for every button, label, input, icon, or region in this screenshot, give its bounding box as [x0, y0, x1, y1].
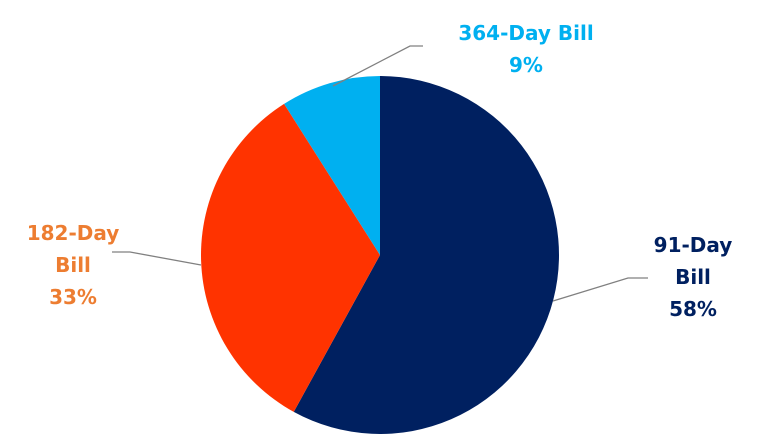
pie-slice-364-day-bill	[284, 76, 380, 255]
data-label-91-day-bill: 91-Day Bill 58%	[654, 233, 733, 321]
leader-line-182-day-bill	[112, 251, 202, 266]
label-percent: 9%	[509, 53, 543, 77]
data-label-182-day-bill: 182-Day Bill 33%	[27, 221, 120, 309]
leader-line-91-day-bill	[552, 277, 648, 302]
data-label-364-day-bill: 364-Day Bill 9%	[458, 21, 593, 77]
pie-slice-182-day-bill	[201, 103, 380, 412]
label-category-line: Bill	[55, 253, 91, 277]
label-percent: 58%	[669, 297, 717, 321]
leader-line-364-day-bill	[332, 45, 423, 87]
label-category-line: 182-Day	[27, 221, 120, 245]
label-category-line: 364-Day Bill	[458, 21, 593, 45]
label-percent: 33%	[49, 285, 97, 309]
label-category-line: 91-Day	[654, 233, 733, 257]
label-category-line: Bill	[675, 265, 711, 289]
labels-layer: 91-Day Bill 58% 182-Day Bill 33% 364-Day Bill 9…	[27, 21, 733, 321]
pie-slice-91-day-bill	[293, 76, 560, 435]
slices-layer	[201, 76, 560, 435]
leader-lines-layer	[112, 45, 648, 302]
